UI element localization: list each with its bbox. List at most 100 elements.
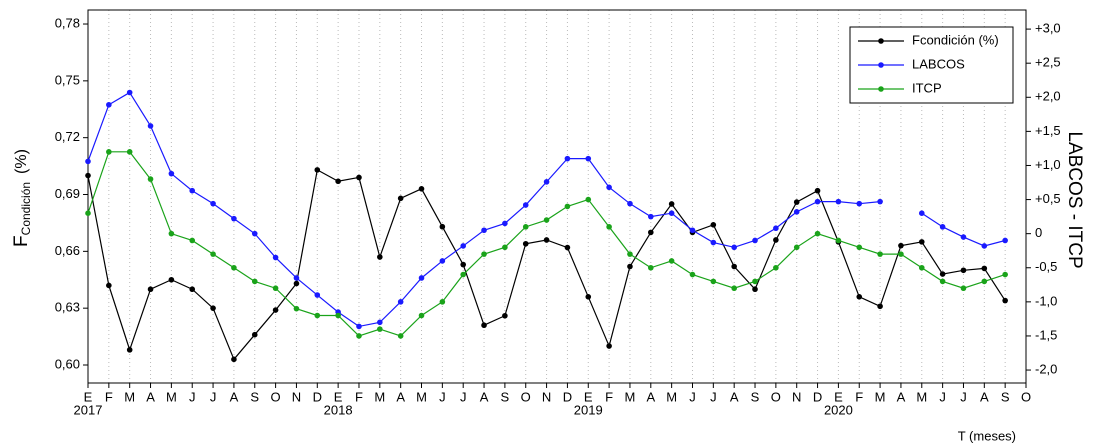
- data-point: [251, 278, 258, 285]
- data-point: [522, 224, 529, 230]
- data-point: [210, 305, 216, 311]
- data-point: [773, 225, 779, 232]
- data-point: [189, 187, 196, 194]
- data-point: [918, 210, 925, 217]
- data-point: [960, 267, 967, 274]
- legend-marker: [878, 62, 884, 68]
- data-point: [106, 101, 112, 108]
- y-tick-label: 0,78: [55, 15, 80, 30]
- data-point: [564, 203, 571, 210]
- legend-marker: [878, 86, 884, 92]
- x-tick-label: J: [189, 389, 196, 404]
- data-point: [522, 202, 529, 208]
- data-point: [439, 258, 446, 264]
- x-tick-label: S: [250, 389, 259, 404]
- data-point: [314, 292, 321, 298]
- data-point: [377, 326, 383, 332]
- x-tick-label: M: [666, 389, 677, 404]
- x-tick-label: O: [521, 389, 531, 404]
- x-tick-label: A: [897, 389, 906, 404]
- data-point: [85, 172, 91, 179]
- x-tick-label: O: [271, 389, 281, 404]
- data-point: [502, 220, 508, 227]
- data-point: [481, 251, 487, 257]
- data-point: [106, 282, 112, 289]
- x-tick-label: J: [460, 389, 467, 404]
- data-point: [564, 155, 571, 162]
- data-point: [627, 251, 633, 257]
- data-point: [481, 227, 487, 234]
- data-point: [210, 200, 216, 207]
- x-tick-label: J: [210, 389, 217, 404]
- data-point: [418, 186, 425, 192]
- data-point: [648, 213, 654, 220]
- data-point: [627, 200, 633, 207]
- y-tick-label: 0,63: [55, 300, 80, 315]
- data-point: [335, 178, 341, 185]
- x-tick-label: M: [416, 389, 427, 404]
- data-point: [231, 356, 237, 363]
- y-label-main: F: [11, 235, 32, 247]
- data-point: [293, 275, 300, 281]
- y-tick-label: 0,72: [55, 129, 80, 144]
- x-tick-label: M: [625, 389, 636, 404]
- x-tick-label: M: [875, 389, 886, 404]
- x-tick-label: F: [855, 389, 863, 404]
- y2-axis-label: LABCOS - ITCP: [1064, 131, 1085, 268]
- data-point: [460, 243, 467, 249]
- data-point: [335, 312, 341, 319]
- data-point: [439, 223, 446, 230]
- legend-label: ITCP: [912, 80, 942, 95]
- x-tick-label: S: [1001, 389, 1010, 404]
- x-tick-label: A: [730, 389, 739, 404]
- data-point: [418, 275, 425, 281]
- data-point: [272, 285, 279, 292]
- data-point: [356, 174, 362, 181]
- data-point: [877, 198, 883, 205]
- data-point: [710, 278, 717, 285]
- legend-marker: [878, 38, 884, 44]
- legend-label: Fcondición (%): [912, 32, 999, 47]
- data-point: [126, 149, 133, 155]
- data-point: [543, 217, 550, 223]
- data-point: [668, 258, 675, 264]
- data-point: [147, 286, 154, 293]
- data-point: [981, 278, 988, 285]
- data-point: [460, 271, 467, 278]
- data-point: [877, 303, 883, 310]
- data-point: [189, 286, 196, 293]
- data-point: [960, 234, 967, 240]
- x-tick-label: A: [480, 389, 489, 404]
- x-tick-label: M: [166, 389, 177, 404]
- y-tick-label: 0,66: [55, 243, 80, 258]
- y2-tick-label: +3,0: [1035, 21, 1061, 36]
- data-point: [752, 286, 758, 293]
- x-year-label: 2019: [574, 402, 603, 417]
- data-point: [460, 261, 467, 268]
- y-tick-label: 0,69: [55, 186, 80, 201]
- x-tick-label: E: [84, 389, 93, 404]
- y2-tick-label: +0,5: [1035, 191, 1061, 206]
- data-point: [793, 209, 800, 215]
- data-point: [835, 237, 842, 244]
- y2-tick-label: 0: [1035, 225, 1042, 240]
- data-point: [377, 254, 383, 260]
- data-point: [293, 280, 300, 287]
- data-point: [210, 251, 216, 257]
- data-point: [981, 265, 988, 272]
- data-point: [522, 240, 529, 247]
- data-point: [898, 242, 904, 249]
- data-point: [147, 123, 154, 129]
- x-tick-label: A: [646, 389, 655, 404]
- series-line: [87, 91, 1006, 328]
- x-tick-label: E: [834, 389, 843, 404]
- data-point: [585, 196, 592, 203]
- data-point: [793, 199, 800, 205]
- y2-tick-label: +2,0: [1035, 89, 1061, 104]
- x-tick-label: N: [792, 389, 801, 404]
- x-tick-label: S: [751, 389, 760, 404]
- data-point: [773, 237, 779, 243]
- data-point: [481, 322, 487, 329]
- data-point: [356, 323, 362, 330]
